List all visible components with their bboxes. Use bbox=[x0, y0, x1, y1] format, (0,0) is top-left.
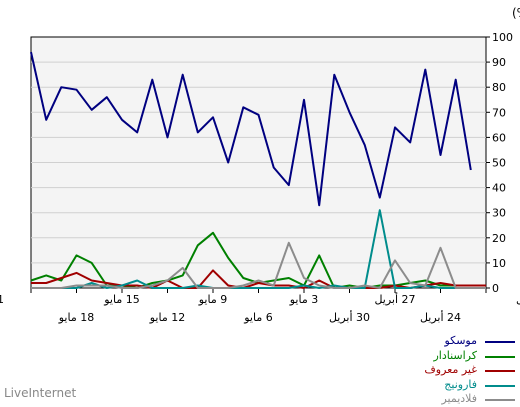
y-tick-label: 0 bbox=[492, 282, 499, 295]
legend-item: فارونيج bbox=[400, 378, 515, 393]
legend-item: غير معروف bbox=[400, 363, 515, 378]
x-tick-label: 9 مايو bbox=[198, 293, 227, 306]
legend-swatch bbox=[485, 370, 515, 372]
x-tick-label: 18 مايو bbox=[58, 311, 94, 324]
x-tick-label: 21 مايو bbox=[0, 293, 4, 306]
y-axis-ticks: 0 10 20 30 40 50 60 70 80 90 100 bbox=[486, 31, 513, 295]
legend-label: فلاديمير bbox=[441, 392, 477, 405]
y-tick-label: 30 bbox=[492, 207, 506, 220]
x-tick-label: 6 مايو bbox=[243, 311, 272, 324]
share-line-chart: 0 10 20 30 40 50 60 70 80 90 100 21 مايو 18 مايو 15 … bbox=[0, 6, 520, 324]
legend-item: فلاديمير bbox=[400, 392, 515, 407]
x-tick-label: 3 مايو bbox=[289, 293, 318, 306]
legend: موسكو كراسنادار غير معروف فارونيج فلاديمير bbox=[400, 334, 515, 407]
x-tick-label: 24 أبريل bbox=[420, 310, 461, 324]
x-tick-label: 12 مايو bbox=[149, 311, 185, 324]
legend-label: غير معروف bbox=[424, 363, 477, 376]
y-tick-label: 40 bbox=[492, 182, 506, 195]
legend-label: فارونيج bbox=[444, 377, 477, 391]
y-tick-label: 50 bbox=[492, 157, 506, 170]
legend-swatch bbox=[485, 399, 515, 401]
liveinternet-watermark: LiveInternet bbox=[4, 386, 77, 400]
legend-swatch bbox=[485, 355, 515, 358]
legend-swatch bbox=[485, 384, 515, 387]
y-axis-title: الحصة(%) bbox=[512, 6, 520, 20]
x-tick-label: 21 أبريل bbox=[516, 292, 520, 306]
x-axis-ticks: 21 مايو 18 مايو 15 مايو 12 مايو 9 مايو 6 مايو… bbox=[0, 288, 520, 324]
grid-lines bbox=[31, 61, 486, 264]
y-tick-label: 20 bbox=[492, 232, 506, 245]
series-line-4 bbox=[31, 209, 486, 289]
y-tick-label: 10 bbox=[492, 257, 506, 270]
series-line-1 bbox=[30, 51, 472, 207]
series-lines bbox=[30, 51, 486, 289]
y-tick-label: 90 bbox=[492, 56, 506, 69]
y-tick-label: 70 bbox=[492, 106, 506, 119]
x-tick-label: 15 مايو bbox=[103, 293, 139, 306]
series-line-5 bbox=[31, 241, 486, 289]
legend-item: كراسنادار bbox=[400, 349, 515, 364]
legend-item: موسكو bbox=[400, 334, 515, 349]
x-tick-label: 27 أبريل bbox=[374, 292, 415, 306]
y-tick-label: 100 bbox=[492, 31, 513, 44]
x-tick-label: 30 أبريل bbox=[329, 310, 370, 324]
legend-swatch bbox=[485, 341, 515, 343]
legend-label: موسكو bbox=[444, 334, 477, 347]
legend-label: كراسنادار bbox=[433, 348, 477, 362]
y-tick-label: 80 bbox=[492, 81, 506, 94]
y-tick-label: 60 bbox=[492, 131, 506, 144]
